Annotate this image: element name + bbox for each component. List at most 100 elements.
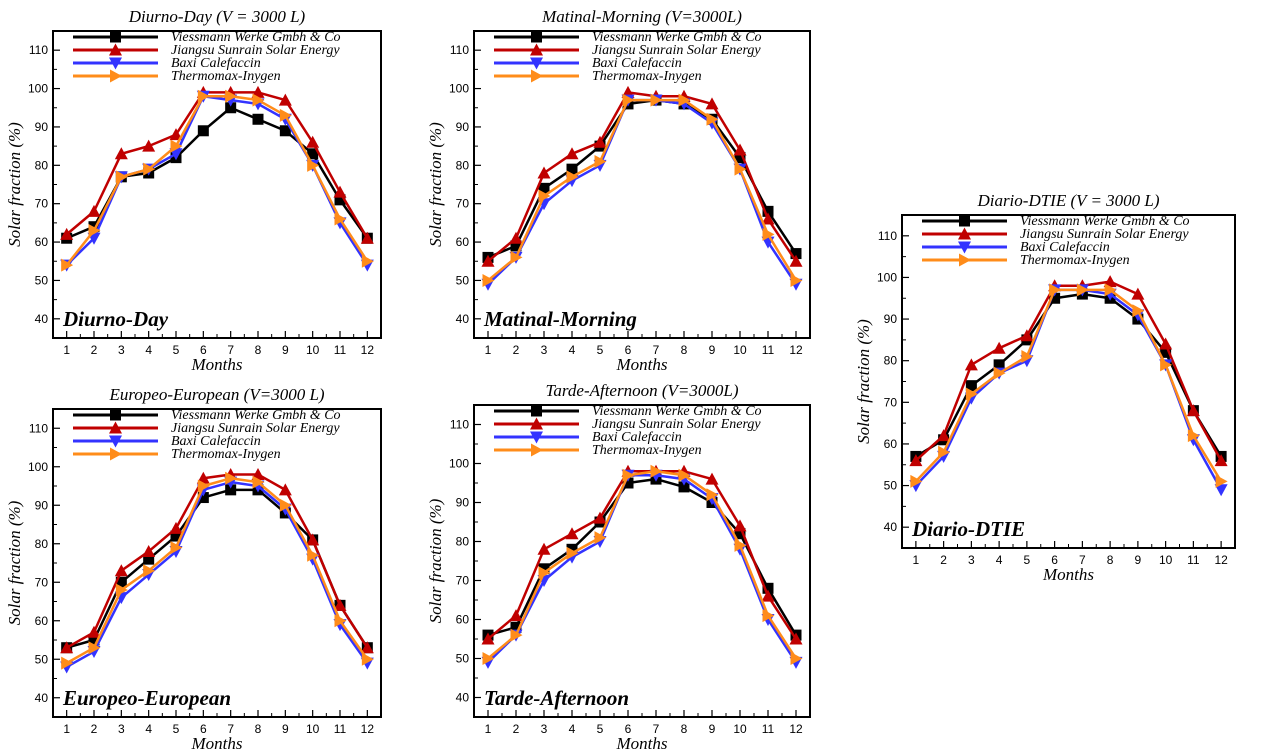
data-point xyxy=(734,152,746,164)
y-tick-label: 100 xyxy=(877,270,897,284)
chart-title: Diurno-Day (V = 3000 L) xyxy=(128,7,306,26)
data-point xyxy=(565,147,579,160)
data-point xyxy=(538,563,550,575)
data-point xyxy=(1103,275,1117,288)
data-point xyxy=(169,521,183,534)
data-point xyxy=(622,468,635,482)
x-tick-label: 12 xyxy=(361,343,375,357)
data-point xyxy=(566,163,578,175)
x-tick-label: 9 xyxy=(709,722,716,736)
y-tick-label: 80 xyxy=(35,537,49,551)
data-point xyxy=(789,632,803,645)
data-point xyxy=(537,166,551,179)
x-tick-label: 5 xyxy=(1024,553,1031,567)
y-tick-label: 60 xyxy=(35,235,49,249)
data-point xyxy=(1159,337,1173,350)
legend-marker xyxy=(110,69,122,83)
series-3 xyxy=(909,284,1228,497)
legend-marker xyxy=(531,31,542,43)
data-point xyxy=(510,250,523,264)
legend-marker xyxy=(110,447,122,461)
y-tick-label: 40 xyxy=(456,691,470,705)
legend-label: Viessmann Werke Gmbh & Co xyxy=(171,408,341,423)
data-point xyxy=(538,182,550,194)
data-point xyxy=(481,632,495,645)
legend-label: Thermomax-Inygen xyxy=(592,443,702,458)
data-point xyxy=(361,652,374,666)
data-point xyxy=(361,254,374,268)
chart-panel-4: Europeo-European (V=3000 L) 40 50 60 70 80 90 1… xyxy=(5,385,382,751)
data-point xyxy=(278,93,292,106)
legend-label: Baxi Calefaccin xyxy=(592,56,682,71)
x-axis-label: Months xyxy=(191,355,243,374)
chart-title: Diario-DTIE (V = 3000 L) xyxy=(976,191,1159,210)
data-point xyxy=(510,240,522,252)
series-1 xyxy=(482,94,802,263)
series-4 xyxy=(61,89,374,272)
x-tick-label: 4 xyxy=(145,722,152,736)
data-point xyxy=(992,341,1006,354)
y-tick-label: 80 xyxy=(884,354,898,368)
data-point xyxy=(143,162,156,176)
legend-marker xyxy=(530,417,543,430)
data-point xyxy=(566,546,579,560)
data-point xyxy=(650,464,663,478)
legend-label: Viessmann Werke Gmbh & Co xyxy=(171,30,341,45)
data-point xyxy=(790,248,802,260)
x-tick-label: 8 xyxy=(681,722,688,736)
y-tick-label: 40 xyxy=(35,691,49,705)
y-tick-label: 90 xyxy=(35,498,49,512)
series-line xyxy=(915,280,1223,462)
data-point xyxy=(593,135,607,148)
data-point xyxy=(762,582,774,594)
y-tick-label: 60 xyxy=(456,613,470,627)
series-line xyxy=(487,470,798,660)
data-point xyxy=(594,154,607,168)
y-tick-label: 70 xyxy=(456,574,470,588)
data-point xyxy=(509,231,523,244)
x-tick-label: 9 xyxy=(282,343,289,357)
data-point xyxy=(790,273,803,287)
x-tick-label: 12 xyxy=(361,722,375,736)
data-point xyxy=(114,564,128,577)
data-point xyxy=(306,135,320,148)
panel-label: Tarde-Afternoon xyxy=(484,686,629,710)
chart-title: Europeo-European (V=3000 L) xyxy=(108,385,324,404)
x-tick-label: 12 xyxy=(789,722,803,736)
data-point xyxy=(678,481,690,493)
data-point xyxy=(61,258,74,272)
y-tick-label: 90 xyxy=(456,120,470,134)
y-axis-label: Solar fraction (%) xyxy=(426,122,445,247)
legend-label: Jiangsu Sunrain Solar Energy xyxy=(171,43,340,58)
x-tick-label: 1 xyxy=(485,343,492,357)
y-tick-label: 50 xyxy=(35,273,49,287)
data-point xyxy=(910,474,923,488)
x-tick-label: 8 xyxy=(681,343,688,357)
chart-title: Tarde-Afternoon (V=3000L) xyxy=(546,381,739,400)
y-tick-label: 80 xyxy=(456,158,470,172)
data-point xyxy=(761,589,775,602)
x-axis-label: Months xyxy=(191,734,243,751)
data-point xyxy=(762,609,775,623)
data-point xyxy=(1160,346,1172,358)
y-tick-label: 90 xyxy=(456,496,470,510)
x-tick-label: 10 xyxy=(306,722,320,736)
x-tick-label: 2 xyxy=(940,553,947,567)
y-axis-label: Solar fraction (%) xyxy=(854,319,873,444)
x-tick-label: 10 xyxy=(733,722,747,736)
legend-label: Thermomax-Inygen xyxy=(592,69,702,84)
series-2 xyxy=(909,275,1228,467)
data-point xyxy=(252,475,265,489)
data-point xyxy=(937,429,951,442)
x-tick-label: 9 xyxy=(282,722,289,736)
chart-panel-2: Matinal-Morning (V=3000L) 40 50 60 70 80 90 100… xyxy=(426,7,811,374)
data-point xyxy=(566,170,579,184)
data-point xyxy=(115,583,128,597)
data-point xyxy=(993,359,1005,371)
series-line xyxy=(487,477,798,637)
data-point xyxy=(1049,283,1062,297)
x-tick-label: 6 xyxy=(1051,553,1058,567)
legend-label: Thermomax-Inygen xyxy=(171,69,281,84)
x-tick-label: 10 xyxy=(1159,553,1173,567)
